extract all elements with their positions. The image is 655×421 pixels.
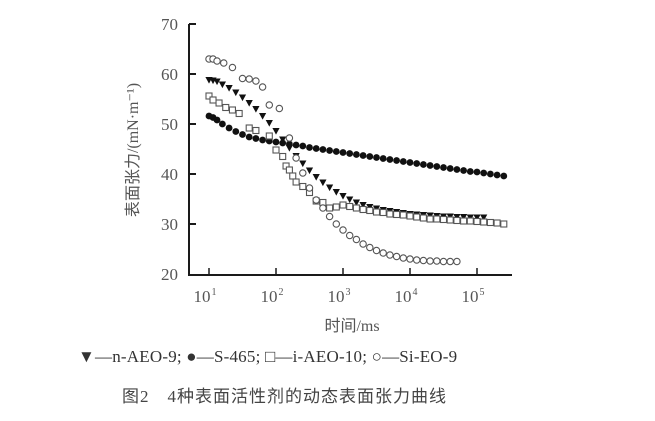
x-axis: 101 102 103 104 105 (188, 268, 512, 306)
y-axis-title: 表面张力/(mN·m⁻¹) (124, 83, 142, 217)
open-square-marker-icon: □ (264, 347, 276, 366)
y-tick-label: 30 (161, 215, 178, 234)
y-tick-label: 40 (161, 165, 178, 184)
y-tick-label: 20 (161, 265, 178, 284)
plot-series (205, 55, 508, 266)
legend: ▼—n-AEO-9; ●—S-465; □—i-AEO-10; ○—Si-EO-… (78, 347, 457, 367)
y-tick-label: 60 (161, 65, 178, 84)
series-i-aeo-10 (205, 92, 508, 228)
y-axis-ticks: 20 30 40 50 60 70 (161, 15, 196, 284)
series-s-465 (205, 112, 508, 180)
filled-circle-marker-icon: ● (186, 347, 197, 366)
x-axis-title: 时间/ms (324, 317, 379, 335)
x-tick-label: 101 (194, 287, 217, 306)
legend-item-i-aeo-10: □—i-AEO-10; (265, 347, 367, 367)
figure-number: 图2 (122, 387, 150, 406)
x-tick-label: 103 (328, 287, 351, 306)
legend-item-n-aeo-9: ▼—n-AEO-9; (78, 347, 182, 367)
x-tick-label: 105 (462, 287, 485, 306)
open-circle-marker-icon: ○ (371, 347, 383, 366)
series-si-eo-9 (205, 55, 461, 266)
series-n-aeo-9 (205, 77, 488, 222)
y-tick-label: 50 (161, 115, 178, 134)
legend-label: —Si-EO-9 (382, 347, 458, 366)
y-tick-label: 70 (161, 15, 178, 34)
x-axis-ticks: 101 102 103 104 105 (194, 268, 485, 306)
legend-label: —n-AEO-9; (95, 347, 182, 366)
legend-label: —S-465; (196, 347, 261, 366)
x-tick-label: 102 (261, 287, 284, 306)
y-axis: 20 30 40 50 60 70 (161, 15, 196, 284)
x-tick-label: 104 (395, 287, 418, 306)
figure-caption: 图2 4种表面活性剂的动态表面张力曲线 (122, 382, 447, 407)
figure-caption-text: 4种表面活性剂的动态表面张力曲线 (167, 387, 447, 406)
legend-label: —i-AEO-10; (275, 347, 368, 366)
legend-item-s-465: ●—S-465; (186, 347, 260, 367)
triangle-down-marker-icon: ▼ (78, 347, 96, 366)
legend-item-si-eo-9: ○—Si-EO-9 (372, 347, 458, 367)
